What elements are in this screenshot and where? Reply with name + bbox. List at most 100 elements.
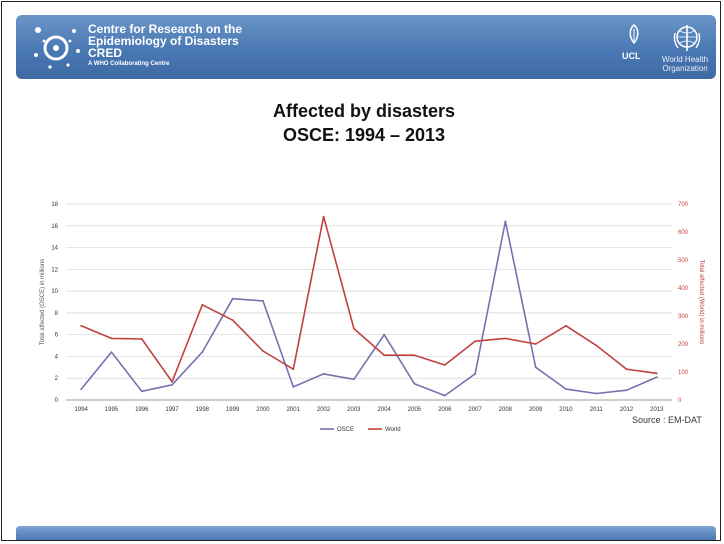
data-point-world xyxy=(474,340,476,343)
data-point-world xyxy=(292,368,295,371)
x-tick-label: 2004 xyxy=(377,407,391,413)
cred-logo-icon xyxy=(34,27,80,69)
x-tick-label: 2003 xyxy=(347,407,361,413)
header-banner: Centre for Research on the Epidemiology … xyxy=(16,15,716,79)
data-point-world xyxy=(110,337,113,340)
y2-tick-label: 600 xyxy=(678,230,689,236)
data-point-osce xyxy=(504,220,507,223)
x-tick-label: 1995 xyxy=(105,407,119,413)
y-tick-label: 2 xyxy=(55,376,59,382)
y-tick-label: 4 xyxy=(55,354,59,360)
who-emblem-icon xyxy=(673,25,701,51)
data-point-world xyxy=(655,372,658,375)
data-point-world xyxy=(534,343,537,345)
y-tick-label: 16 xyxy=(51,224,58,230)
y-tick-label: 12 xyxy=(51,267,58,273)
y-tick-label: 0 xyxy=(55,398,59,404)
data-point-osce xyxy=(110,351,113,353)
data-point-osce xyxy=(171,383,173,386)
data-point-osce xyxy=(565,388,567,391)
x-tick-label: 2012 xyxy=(620,407,634,413)
y-tick-label: 14 xyxy=(51,246,58,252)
data-point-osce xyxy=(352,378,355,381)
x-tick-label: 2010 xyxy=(559,407,573,413)
x-tick-label: 2008 xyxy=(499,407,513,413)
data-point-osce xyxy=(413,382,416,385)
org-name-line2: Epidemiology of Disasters xyxy=(88,34,239,48)
data-point-osce xyxy=(262,300,264,302)
legend-label-world: World xyxy=(385,427,401,433)
data-point-world xyxy=(413,354,416,357)
y-tick-label: 18 xyxy=(51,202,58,208)
x-tick-label: 2013 xyxy=(650,407,664,413)
data-point-osce xyxy=(443,394,446,397)
y2-tick-label: 500 xyxy=(678,258,689,264)
data-point-world xyxy=(171,380,173,383)
chart-title: Affected by disasters xyxy=(272,101,456,121)
data-point-osce xyxy=(231,297,234,300)
x-tick-label: 1996 xyxy=(135,407,149,413)
footer-bar xyxy=(16,526,716,540)
chart-subtitle: OSCE: 1994 – 2013 xyxy=(282,125,446,145)
y2-tick-label: 300 xyxy=(678,314,689,320)
data-point-world xyxy=(80,324,83,327)
data-point-world xyxy=(201,303,204,306)
y2-tick-label: 0 xyxy=(678,398,682,404)
x-tick-label: 1998 xyxy=(196,407,210,413)
data-point-osce xyxy=(322,372,325,375)
y-tick-label: 10 xyxy=(51,289,58,295)
y2-tick-label: 100 xyxy=(678,370,689,376)
x-tick-label: 1994 xyxy=(74,407,88,413)
data-point-world xyxy=(322,215,325,218)
source-note: Source : EM-DAT xyxy=(632,415,702,425)
org-name-line3: CRED xyxy=(88,46,123,60)
x-tick-label: 2000 xyxy=(256,407,270,413)
data-point-osce xyxy=(595,392,598,395)
who-label-line1: World Health xyxy=(661,55,709,64)
org-subtitle: A WHO Collaborating Centre xyxy=(88,61,170,67)
y2-tick-label: 400 xyxy=(678,286,689,292)
data-point-world xyxy=(443,364,446,366)
data-point-osce xyxy=(655,376,658,379)
data-point-world xyxy=(352,327,355,330)
data-point-world xyxy=(262,350,264,352)
data-point-osce xyxy=(292,386,295,388)
who-label: World Health Organization xyxy=(656,55,714,73)
x-tick-label: 2007 xyxy=(468,407,482,413)
data-point-osce xyxy=(140,390,143,393)
data-point-world xyxy=(504,337,507,340)
ucl-label: UCL xyxy=(622,51,641,61)
y-axis-title: Total affected (OSCE) in millions xyxy=(40,259,46,345)
x-tick-label: 2009 xyxy=(529,407,543,413)
data-point-osce xyxy=(474,372,476,375)
who-label-line2: Organization xyxy=(662,64,708,73)
data-point-world xyxy=(625,368,628,371)
data-point-osce xyxy=(383,333,386,336)
series-line-world xyxy=(80,215,658,383)
y-tick-label: 6 xyxy=(55,333,59,339)
data-point-osce xyxy=(625,389,628,392)
y2-axis-title: Total affected (World) in millions xyxy=(698,260,704,345)
y2-tick-label: 200 xyxy=(678,342,689,348)
x-tick-label: 2005 xyxy=(408,407,422,413)
data-point-world xyxy=(140,338,143,340)
x-tick-label: 2011 xyxy=(590,407,604,413)
data-point-world xyxy=(595,344,598,347)
y-tick-label: 8 xyxy=(55,311,59,317)
x-tick-label: 1997 xyxy=(165,407,179,413)
ucl-logo-icon xyxy=(629,24,639,45)
data-point-world xyxy=(383,354,386,357)
x-tick-label: 2001 xyxy=(287,407,301,413)
data-point-osce xyxy=(80,388,83,391)
x-tick-label: 2006 xyxy=(438,407,452,413)
data-point-osce xyxy=(201,351,204,353)
y2-tick-label: 700 xyxy=(678,202,689,208)
data-point-world xyxy=(231,319,234,322)
org-name: Centre for Research on the Epidemiology … xyxy=(88,23,242,68)
legend-label-osce: OSCE xyxy=(337,427,354,433)
x-tick-label: 1999 xyxy=(226,407,240,413)
data-point-osce xyxy=(534,366,537,369)
data-point-world xyxy=(565,324,567,327)
